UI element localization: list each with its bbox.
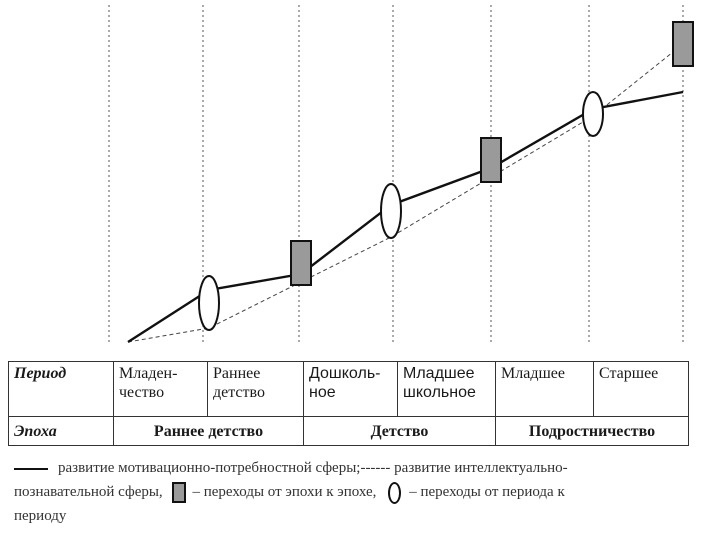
period-cell: Раннее детство [207,361,304,417]
epoch-transition-rect [480,137,502,183]
period-cell: Старшее [593,361,689,417]
period-header: Период [8,361,114,417]
epoch-header: Эпоха [8,416,114,446]
legend-line-1: развитие мотивационно-потребностной сфер… [14,456,704,480]
rectangle-icon [172,482,187,504]
period-cell: Младен-чество [113,361,208,417]
period-transition-ellipse [380,183,402,239]
period-cell: Младшее школьное [397,361,496,417]
solid-line-icon [14,467,48,470]
epoch-transition-rect [290,240,312,286]
development-graph [108,5,694,344]
epoch-cell: Раннее детство [113,416,304,446]
legend-line-3: периоду [14,508,67,524]
legend-line-2: познавательной сферы, – переходы от эпох… [14,480,704,504]
periodization-table: Период Младен-чество Раннее детство Дошко… [8,361,689,446]
epoch-transition-rect [672,21,694,67]
period-transition-ellipse [582,91,604,137]
ellipse-icon [388,481,402,504]
legend: развитие мотивационно-потребностной сфер… [14,456,704,528]
period-transition-ellipse [198,275,220,331]
period-cell: Младшее [495,361,594,417]
epoch-cell: Детство [303,416,496,446]
epoch-cell: Подростничество [495,416,689,446]
period-cell: Дошколь-ное [303,361,398,417]
